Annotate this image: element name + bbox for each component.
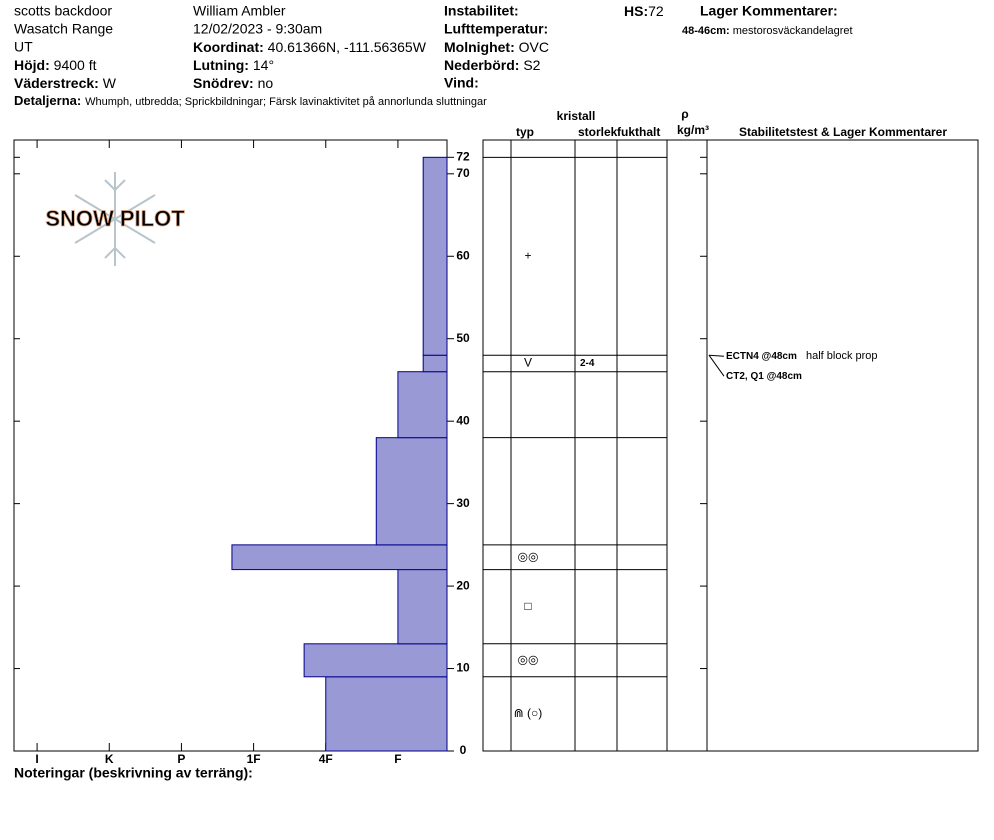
hardness-bar xyxy=(397,569,448,645)
hardness-bar xyxy=(422,354,448,373)
value: OVC xyxy=(519,39,549,55)
layer-comment: 48-46cm: mestorosväckandelagret xyxy=(682,25,853,37)
instability: Instabilitet: xyxy=(444,3,519,19)
label: Väderstreck: xyxy=(14,75,99,91)
label: Lutning: xyxy=(193,57,249,73)
label: Nederbörd: xyxy=(444,57,519,73)
wind: Vind: xyxy=(444,75,479,91)
table-frame xyxy=(482,139,979,752)
range: 48-46cm: xyxy=(682,25,730,37)
grain-type: □ xyxy=(524,599,531,613)
wind-loading: Snödrev: no xyxy=(193,75,273,91)
y-tick-label: 30 xyxy=(456,496,470,510)
value: mestorosväckandelagret xyxy=(733,25,853,37)
notes-label: Noteringar (beskrivning av terräng): xyxy=(14,765,253,781)
test-comment: half block prop xyxy=(806,350,878,362)
label: HS: xyxy=(624,3,648,19)
observer: William Ambler xyxy=(193,3,286,19)
air-temp: Lufttemperatur: xyxy=(444,21,548,37)
datetime: 12/02/2023 - 9:30am xyxy=(193,21,322,37)
test-arrow xyxy=(708,354,725,357)
type-header: typ xyxy=(516,125,534,139)
y-tick-label: 70 xyxy=(456,166,470,180)
hs: HS:72 xyxy=(624,3,664,19)
test-label: ECTN4 @48cm xyxy=(726,351,797,362)
test-arrow xyxy=(708,354,725,377)
sky: Molnighet: OVC xyxy=(444,39,549,55)
location: scotts backdoor xyxy=(14,3,112,19)
value: no xyxy=(258,75,274,91)
hardness-bar xyxy=(231,544,448,571)
slope: Lutning: 14° xyxy=(193,57,274,73)
value: 40.61366N, -111.56365W xyxy=(268,39,427,55)
range: Wasatch Range xyxy=(14,21,113,37)
hardness-bar xyxy=(375,437,448,546)
grain-type: ⋒ (○) xyxy=(514,706,543,720)
elevation: Höjd: 9400 ft xyxy=(14,57,97,73)
x-tick-label: I xyxy=(35,752,38,766)
grain-type: ◎◎ xyxy=(518,652,539,666)
label: Detaljerna: xyxy=(14,93,81,108)
hardness-bar xyxy=(303,643,448,678)
label: Höjd: xyxy=(14,57,50,73)
state: UT xyxy=(14,39,33,55)
y-tick-label: 40 xyxy=(456,413,470,427)
x-tick-label: 4F xyxy=(319,752,333,766)
x-tick-label: P xyxy=(177,752,185,766)
aspect: Väderstreck: W xyxy=(14,75,117,91)
label: Molnighet: xyxy=(444,39,515,55)
hardness-bar xyxy=(325,676,448,752)
x-tick-label: K xyxy=(105,752,114,766)
header: scotts backdoor Wasatch Range UT Höjd: 9… xyxy=(14,3,853,109)
test-label: CT2, Q1 @48cm xyxy=(726,371,802,382)
y-tick-label: 10 xyxy=(456,661,470,675)
grain-type: ◎◎ xyxy=(518,549,539,563)
x-tick-label: F xyxy=(394,752,401,766)
y-tick-label: 72 xyxy=(456,149,470,163)
y-tick-label: 20 xyxy=(456,578,470,592)
table-columns xyxy=(510,140,708,751)
value: 9400 ft xyxy=(54,57,97,73)
value: Whumph, utbredda; Sprickbildningar; Färs… xyxy=(85,96,487,108)
coord: Koordinat: 40.61366N, -111.56365W xyxy=(193,39,427,55)
value: S2 xyxy=(523,57,540,73)
watermark xyxy=(74,172,156,266)
details: Detaljerna: Whumph, utbredda; Sprickbild… xyxy=(14,93,487,109)
rho-header: ρ xyxy=(681,107,688,121)
label: Koordinat: xyxy=(193,39,264,55)
hardness-bar xyxy=(422,156,448,356)
precip: Nederbörd: S2 xyxy=(444,57,541,73)
moisture-header: fukthalt xyxy=(617,125,660,139)
hardness-bar xyxy=(397,371,448,439)
label: Snödrev: xyxy=(193,75,254,91)
grain-type: V xyxy=(524,356,532,370)
crystal-header: kristall xyxy=(557,109,596,123)
value: 14° xyxy=(253,57,274,73)
x-tick-label: 1F xyxy=(247,752,261,766)
size-header: storlek xyxy=(578,125,618,139)
y-tick-label: 0 xyxy=(460,743,467,757)
grain-size: 2-4 xyxy=(580,358,595,369)
value: W xyxy=(103,75,117,91)
value: 72 xyxy=(648,3,664,19)
y-tick-label: 60 xyxy=(456,248,470,262)
watermark-text: SNOW PILOT xyxy=(45,206,185,231)
layer-comments-title: Lager Kommentarer: xyxy=(700,3,838,19)
comments-header: Stabilitetstest & Lager Kommentarer xyxy=(739,125,947,139)
y-tick-label: 50 xyxy=(456,331,470,345)
density-unit: kg/m³ xyxy=(677,123,709,137)
grain-type: + xyxy=(524,248,531,262)
